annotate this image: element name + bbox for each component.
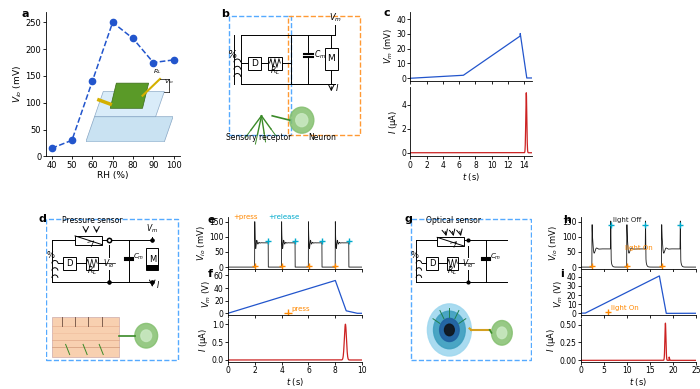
Text: light On: light On (610, 305, 638, 311)
Text: $R_L$: $R_L$ (87, 265, 97, 277)
Text: d: d (38, 214, 47, 224)
Text: Optical sensor: Optical sensor (426, 216, 481, 225)
Text: light Off: light Off (613, 217, 641, 223)
Text: +release: +release (268, 214, 300, 220)
Bar (268, 56, 281, 70)
Text: M: M (148, 254, 156, 264)
Circle shape (428, 304, 471, 356)
Text: f: f (208, 269, 213, 279)
Bar (146, 248, 158, 270)
Text: Neuron: Neuron (308, 133, 336, 142)
Circle shape (135, 323, 158, 348)
Text: D: D (66, 259, 73, 268)
X-axis label: RH (%): RH (%) (97, 171, 128, 180)
Y-axis label: $I$ (μA): $I$ (μA) (545, 328, 558, 352)
Bar (325, 48, 338, 70)
Bar (146, 265, 158, 270)
Text: $C_m$: $C_m$ (490, 252, 501, 262)
Text: $V_{io}$: $V_{io}$ (462, 257, 474, 270)
Y-axis label: $V_m$ (V): $V_m$ (V) (553, 280, 565, 308)
Y-axis label: $I$ (μA): $I$ (μA) (387, 110, 400, 133)
Bar (248, 56, 262, 70)
Text: +press: +press (233, 214, 258, 220)
Text: %: % (411, 251, 419, 259)
Text: i: i (560, 269, 564, 279)
Circle shape (290, 107, 314, 133)
Text: %: % (228, 50, 237, 60)
Circle shape (141, 330, 152, 342)
Text: D: D (251, 58, 258, 68)
Circle shape (440, 318, 459, 342)
Text: $C_m$: $C_m$ (314, 49, 326, 61)
Y-axis label: $I$ (μA): $I$ (μA) (197, 328, 210, 352)
Bar (447, 257, 458, 270)
Text: g: g (404, 214, 412, 224)
Bar (86, 257, 98, 270)
Y-axis label: $V_{io}$ (mV): $V_{io}$ (mV) (195, 225, 208, 261)
Text: a: a (21, 9, 29, 19)
Text: %: % (46, 251, 54, 259)
Y-axis label: $V_m$ (mV): $V_m$ (mV) (382, 28, 395, 65)
Text: M: M (328, 54, 335, 63)
X-axis label: $t$ (s): $t$ (s) (629, 376, 648, 388)
Bar (75, 236, 102, 245)
Circle shape (491, 321, 512, 345)
Text: e: e (208, 214, 216, 224)
Circle shape (497, 327, 507, 338)
Text: D: D (429, 259, 435, 268)
Text: $C_m$: $C_m$ (133, 252, 144, 262)
Text: $R_L$: $R_L$ (447, 265, 457, 277)
Text: $V_m$: $V_m$ (329, 11, 342, 24)
Text: press: press (291, 307, 309, 312)
Text: $I$: $I$ (335, 82, 339, 93)
Bar (52, 317, 120, 357)
Bar (426, 257, 438, 270)
Y-axis label: $V_{io}$ (mV): $V_{io}$ (mV) (548, 225, 561, 261)
X-axis label: $t$ (s): $t$ (s) (462, 171, 480, 183)
Bar (63, 257, 76, 270)
Text: $V_{io}$: $V_{io}$ (103, 257, 115, 270)
Text: $I$: $I$ (155, 279, 160, 290)
Text: b: b (221, 9, 229, 19)
Text: h: h (563, 214, 571, 224)
X-axis label: $t$ (s): $t$ (s) (286, 376, 304, 388)
Y-axis label: $V_{io}$ (mV): $V_{io}$ (mV) (12, 65, 24, 103)
Text: c: c (384, 8, 390, 18)
Circle shape (433, 311, 466, 349)
Text: Pressure sensor: Pressure sensor (62, 216, 122, 225)
Circle shape (444, 324, 454, 336)
Y-axis label: $V_m$ (V): $V_m$ (V) (200, 280, 213, 308)
Text: Sensory receptor: Sensory receptor (226, 133, 291, 142)
Circle shape (295, 114, 308, 127)
Text: light On: light On (624, 245, 652, 251)
Text: $V_m$: $V_m$ (146, 223, 158, 235)
Bar (438, 237, 464, 246)
Text: $R_L$: $R_L$ (270, 65, 280, 77)
